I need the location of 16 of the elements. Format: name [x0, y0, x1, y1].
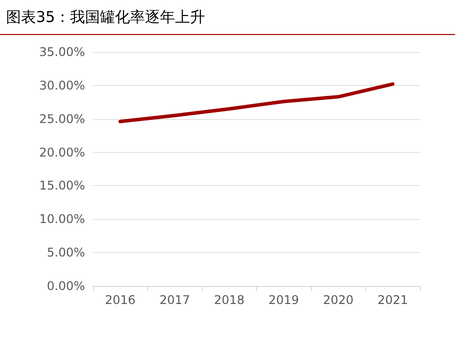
y-tick-label: 5.00% — [46, 246, 85, 260]
y-tick-label: 10.00% — [39, 212, 85, 226]
line-series — [118, 82, 394, 124]
x-tick-label: 2017 — [159, 293, 190, 307]
y-tick-label: 25.00% — [39, 112, 85, 126]
chart-title: 图表35：我国罐化率逐年上升 — [6, 8, 206, 27]
x-tick-label: 2021 — [377, 293, 408, 307]
x-tick-label: 2019 — [268, 293, 300, 307]
x-tick-label: 2016 — [104, 293, 136, 307]
y-tick-label: 35.00% — [39, 45, 85, 59]
x-tick-label: 2018 — [214, 293, 245, 307]
x-tick-label: 2020 — [322, 293, 354, 307]
y-tick-label: 20.00% — [39, 145, 85, 160]
y-tick-label: 15.00% — [39, 178, 85, 193]
y-tick-label: 30.00% — [39, 78, 85, 92]
y-tick-label: 0.00% — [46, 279, 85, 293]
